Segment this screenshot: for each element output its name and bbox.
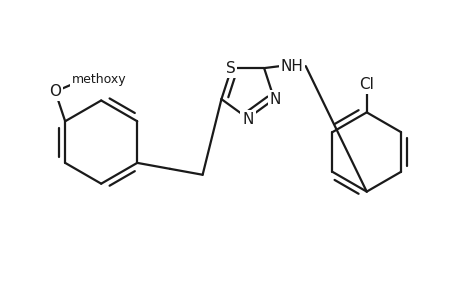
Text: Cl: Cl <box>358 77 373 92</box>
Text: N: N <box>241 112 253 127</box>
Text: NH: NH <box>280 58 302 74</box>
Text: O: O <box>49 84 61 99</box>
Text: S: S <box>225 61 235 76</box>
Text: N: N <box>269 92 280 106</box>
Text: methoxy: methoxy <box>72 73 126 86</box>
